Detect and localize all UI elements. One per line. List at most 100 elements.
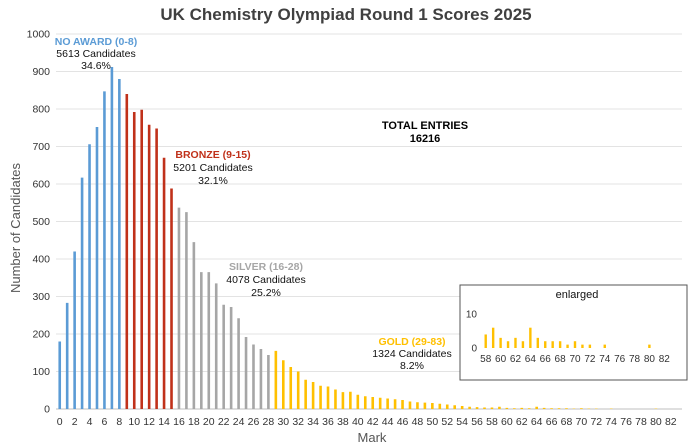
bar — [95, 127, 99, 409]
bar — [386, 398, 389, 409]
x-tick-label: 20 — [203, 416, 215, 428]
bar — [252, 344, 255, 409]
inset-x-ticks: 58 60 62 64 66 68 70 72 74 76 78 80 82 — [480, 354, 670, 365]
inset-y-tick-label: 0 — [471, 344, 477, 355]
bar — [311, 382, 315, 409]
x-tick-label: 6 — [102, 416, 108, 428]
band-candidates-silver: 4078 Candidates — [226, 274, 305, 286]
bar — [267, 355, 270, 409]
inset-bar — [529, 327, 532, 348]
inset-bar — [648, 344, 651, 348]
inset-x-tick-label: 70 — [569, 354, 581, 365]
bar — [326, 386, 330, 409]
bar — [460, 406, 464, 409]
x-tick-label: 24 — [233, 416, 245, 428]
x-tick-label: 52 — [441, 416, 453, 428]
y-tick-label: 400 — [32, 254, 50, 266]
x-tick-label: 82 — [665, 416, 677, 428]
bar — [244, 337, 248, 409]
x-tick-label: 38 — [337, 416, 349, 428]
gridlines — [56, 33, 682, 410]
inset-bar — [514, 337, 517, 348]
x-tick-label: 60 — [501, 416, 513, 428]
x-tick-label: 8 — [116, 416, 122, 428]
x-axis-label: Mark — [358, 430, 387, 445]
bar — [483, 407, 486, 409]
inset-x-tick-label: 68 — [555, 354, 567, 365]
x-tick-label: 80 — [650, 416, 662, 428]
bar — [296, 371, 300, 409]
bar — [505, 407, 509, 409]
bar — [214, 283, 218, 409]
x-tick-label: 0 — [57, 416, 63, 428]
inset-title: enlarged — [556, 289, 599, 301]
bar — [416, 402, 419, 409]
x-tick-label: 58 — [486, 416, 498, 428]
bar — [185, 212, 188, 409]
bar — [580, 408, 583, 409]
inset-bar — [551, 341, 554, 348]
total-entries-label: TOTAL ENTRIES — [382, 120, 468, 132]
bar — [80, 177, 84, 409]
x-tick-label: 44 — [382, 416, 394, 428]
bar — [147, 124, 151, 409]
band-candidates-no-award: 5613 Candidates — [56, 48, 135, 60]
x-tick-label: 14 — [158, 416, 170, 428]
x-tick-label: 34 — [307, 416, 319, 428]
bar — [162, 157, 166, 409]
inset-x-tick-label: 60 — [495, 354, 507, 365]
inset-bar — [506, 341, 510, 348]
inset-x-tick-label: 62 — [510, 354, 522, 365]
inset-x-tick-label: 78 — [629, 354, 641, 365]
bar — [401, 400, 404, 409]
y-tick-label: 600 — [32, 179, 50, 191]
bar — [453, 405, 457, 409]
inset-bar — [521, 341, 525, 348]
inset-bar — [544, 341, 547, 348]
x-tick-label: 36 — [322, 416, 334, 428]
bar — [468, 406, 471, 409]
x-tick-label: 62 — [516, 416, 528, 428]
inset-x-tick-label: 72 — [584, 354, 596, 365]
inset-bar — [484, 334, 487, 348]
inset-bars — [484, 327, 651, 348]
x-tick-label: 76 — [620, 416, 632, 428]
y-tick-label: 100 — [32, 366, 50, 378]
x-tick-label: 64 — [531, 416, 543, 428]
x-tick-label: 28 — [263, 416, 275, 428]
bar — [334, 389, 337, 409]
bar — [103, 91, 106, 409]
bar — [431, 403, 434, 409]
y-axis-label: Number of Candidates — [8, 162, 23, 293]
bar — [259, 349, 263, 409]
enlarged-inset: enlarged 0 10 58 60 62 64 66 68 70 72 74 76 78 80 82 — [459, 284, 688, 381]
bar — [170, 188, 173, 409]
bar — [535, 406, 538, 409]
inset-x-tick-label: 74 — [599, 354, 611, 365]
bars — [58, 67, 658, 409]
x-tick-label: 50 — [427, 416, 439, 428]
bar — [475, 407, 479, 409]
y-axis-ticks: 0 100 200 300 400 500 600 700 800 900 1000 — [27, 29, 51, 416]
bar — [132, 112, 136, 409]
bar — [125, 94, 129, 409]
bar — [237, 318, 240, 409]
bar — [58, 341, 62, 409]
bar — [341, 392, 345, 409]
band-percent-gold: 8.2% — [400, 360, 424, 372]
x-tick-label: 54 — [456, 416, 468, 428]
x-tick-label: 56 — [471, 416, 483, 428]
inset-y-ticks: 0 10 — [466, 310, 478, 355]
x-tick-label: 78 — [635, 416, 647, 428]
x-tick-label: 40 — [352, 416, 364, 428]
bar — [423, 402, 427, 409]
x-tick-label: 16 — [173, 416, 185, 428]
bar — [88, 144, 91, 409]
x-tick-label: 4 — [87, 416, 93, 428]
bar — [513, 408, 516, 409]
x-tick-label: 18 — [188, 416, 200, 428]
bar — [378, 397, 382, 409]
total-entries-value: 16216 — [410, 133, 441, 145]
x-tick-label: 26 — [248, 416, 260, 428]
x-tick-label: 70 — [576, 416, 588, 428]
